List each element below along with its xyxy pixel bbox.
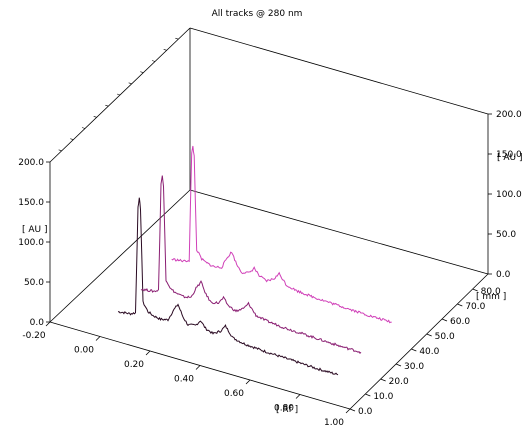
z-tick-label: 50.0 — [435, 332, 455, 342]
z-tick-label: 40.0 — [419, 347, 439, 357]
top-edge-tick — [175, 37, 179, 40]
top-back-edge — [189, 27, 489, 115]
x-tick-mark — [245, 379, 251, 385]
x-tick-mark — [45, 321, 51, 327]
back-floor-edge — [189, 189, 489, 275]
x-axis-label: [ Rf ] — [276, 405, 298, 415]
top-edge-tick — [58, 149, 62, 152]
z-tick-label: 60.0 — [450, 317, 470, 327]
z-axis-label: [ mm ] — [476, 292, 506, 302]
series-lines — [117, 145, 392, 376]
top-edge-tick — [128, 82, 132, 85]
right-floor-edge — [349, 273, 489, 410]
x-tick-label: -0.20 — [22, 331, 46, 341]
z-tick-label: 70.0 — [465, 302, 485, 312]
y-tick-label-right: 100.0 — [496, 190, 522, 200]
z-tick-label: 30.0 — [404, 362, 424, 372]
z-tick-mark — [457, 303, 463, 307]
y-tick-label-left: 200.0 — [18, 158, 44, 168]
y-axis-label-left: [ AU ] — [22, 225, 48, 235]
z-tick-mark — [365, 393, 371, 397]
z-tick-mark — [349, 408, 356, 412]
chart-title: All tracks @ 280 nm — [212, 9, 303, 19]
y-tick-label-left: 50.0 — [24, 278, 44, 288]
x-tick-mark — [145, 350, 151, 356]
series-line-1 — [117, 197, 339, 376]
x-tick-label: 0.20 — [124, 360, 144, 370]
x-tick-label: 0.60 — [224, 389, 244, 399]
top-edge-tick — [116, 93, 121, 96]
y-tick-label-right: 0.0 — [496, 270, 511, 280]
y-tick-label-left: 100.0 — [18, 238, 44, 248]
x-tick-mark — [345, 408, 351, 414]
x-tick-label: 1.00 — [324, 418, 344, 426]
x-tick-mark — [295, 394, 301, 399]
z-tick-mark — [472, 288, 478, 292]
top-edge-tick — [105, 104, 109, 107]
z-tick-mark — [441, 318, 448, 322]
z-tick-label: 0.0 — [358, 407, 373, 417]
y-tick-label-right: 150.0 — [496, 150, 522, 160]
x-tick-label: 0.00 — [74, 346, 94, 356]
y-tick-label-left: 0.0 — [30, 318, 45, 328]
back-left-floor-edge — [49, 189, 191, 323]
series-line-2 — [140, 175, 362, 354]
axis-ticks: -0.20 0.00 0.20 0.40 0.60 0.80 1.00 0.0 50.0 100.… — [18, 37, 522, 426]
top-edge-tick — [93, 116, 97, 118]
z-tick-mark — [380, 378, 386, 382]
top-edge-tick — [151, 60, 156, 62]
x-tick-mark — [95, 336, 101, 341]
y-tick-label-left: 150.0 — [18, 198, 44, 208]
z-tick-mark — [395, 363, 402, 367]
z-tick-label: 10.0 — [373, 392, 393, 402]
y-tick-label-right: 50.0 — [496, 230, 516, 240]
series-line-3 — [171, 145, 392, 324]
top-edge-tick — [81, 127, 86, 129]
y-axis-label-right: [ AU ] — [497, 153, 523, 163]
x-tick-label: 0.40 — [174, 375, 194, 385]
z-tick-mark — [426, 333, 432, 337]
top-edge-tick — [140, 71, 144, 73]
x-tick-mark — [195, 365, 201, 370]
x-tick-label: 0.80 — [274, 404, 294, 414]
y-tick-label-right: 200.0 — [496, 110, 522, 120]
z-tick-label: 80.0 — [481, 287, 501, 297]
z-tick-mark — [411, 348, 417, 352]
top-edge-tick — [163, 49, 167, 51]
top-edge-tick — [70, 138, 74, 140]
z-tick-label: 20.0 — [389, 377, 409, 387]
